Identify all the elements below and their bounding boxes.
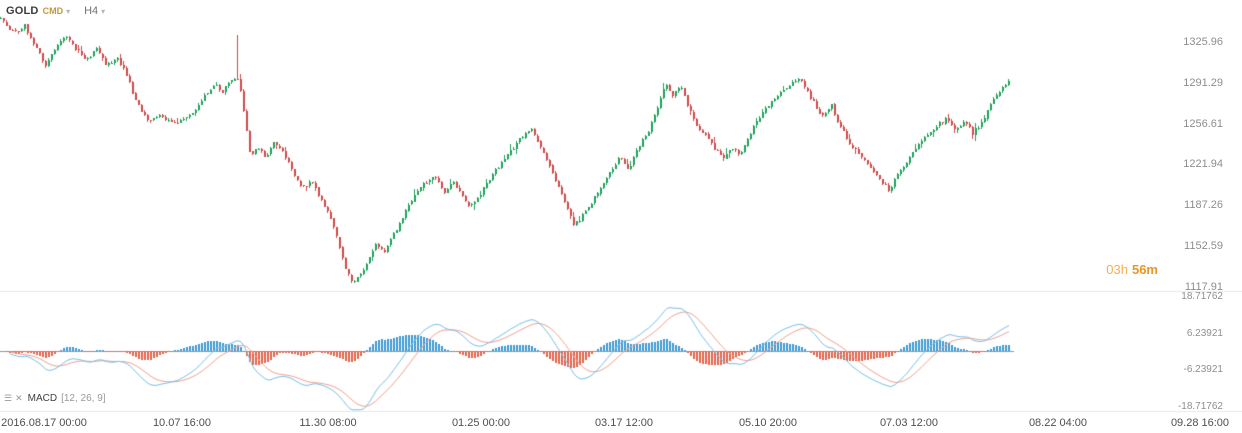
time-axis-label: 08.22 04:00	[1028, 417, 1088, 429]
macd-axis-label: 18.71762	[1181, 290, 1223, 302]
countdown-minutes: 56m	[1131, 262, 1158, 277]
time-axis-label: 03.17 12:00	[594, 417, 654, 429]
indicator-params: [12, 26, 9]	[61, 393, 106, 404]
indicator-toolbar: ☰ ✕ MACD [12, 26, 9]	[4, 393, 106, 404]
candle-countdown: 03h 56m	[1106, 262, 1158, 277]
time-axis-label: 2016.08.17 00:00	[1, 417, 87, 429]
price-axis-label: 1291.29	[1183, 76, 1223, 89]
macd-axis-label: 6.23921	[1186, 327, 1223, 339]
indicator-settings-icon[interactable]: ☰	[4, 393, 13, 403]
chart-header: GOLD CMD ▾ H4 ▾	[6, 5, 105, 17]
time-axis-label: 01.25 00:00	[451, 417, 511, 429]
price-axis-label: 1187.26	[1184, 199, 1223, 212]
instrument-symbol[interactable]: GOLD	[6, 5, 39, 17]
instrument-suffix[interactable]: CMD	[42, 6, 64, 16]
price-axis-label: 1117.91	[1184, 280, 1223, 293]
time-axis-label: 05.10 20:00	[738, 417, 798, 429]
time-axis-label: 09.28 16:00	[1170, 417, 1230, 429]
indicator-name: MACD	[27, 393, 58, 404]
chevron-down-icon[interactable]: ▾	[66, 6, 71, 16]
countdown-hours: 03h	[1106, 262, 1128, 277]
chevron-down-icon[interactable]: ▾	[101, 6, 106, 16]
time-axis-label: 10.07 16:00	[152, 417, 212, 429]
price-axis-label: 1152.59	[1184, 240, 1223, 253]
macd-axis-label: -18.71762	[1177, 401, 1223, 413]
time-axis-label: 07.03 12:00	[879, 417, 939, 429]
price-axis-label: 1221.94	[1183, 158, 1223, 171]
timeframe-selector[interactable]: H4	[84, 5, 99, 17]
indicator-close-icon[interactable]: ✕	[15, 393, 23, 403]
time-axis-label: 11.30 08:00	[299, 417, 357, 429]
price-axis-label: 1256.61	[1183, 117, 1223, 130]
macd-axis-label: -6.23921	[1183, 364, 1223, 376]
price-axis-label: 1325.96	[1183, 36, 1223, 48]
